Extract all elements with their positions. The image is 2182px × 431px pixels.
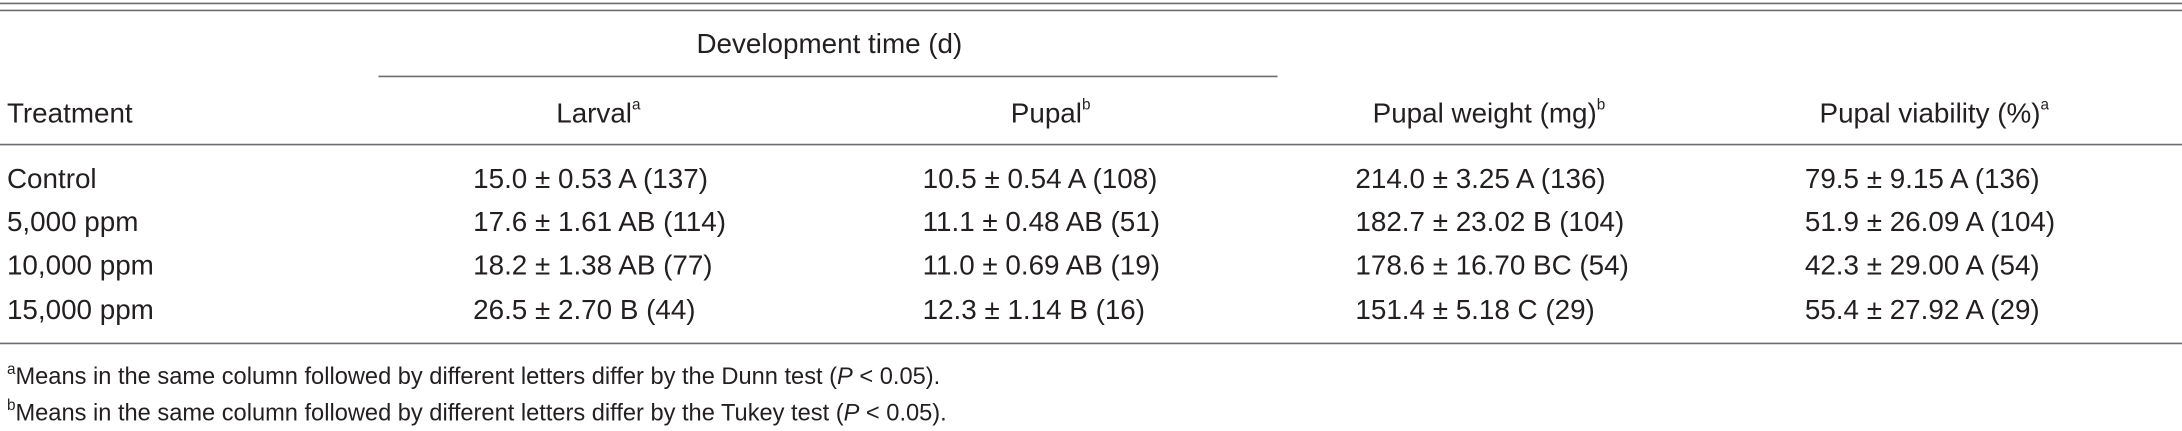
table-cell: 214.0 ± 3.25 A (136) — [1355, 163, 1605, 194]
footnote-mark: b — [7, 397, 16, 414]
table-cell: 182.7 ± 23.02 B (104) — [1355, 206, 1624, 237]
column-header: Treatment — [7, 98, 133, 129]
header-superscript: a — [632, 97, 641, 114]
table-cell: 12.3 ± 1.14 B (16) — [923, 294, 1145, 325]
column-header: Larvala — [556, 97, 641, 129]
table-cell: 17.6 ± 1.61 AB (114) — [473, 206, 726, 237]
table-cell: 26.5 ± 2.70 B (44) — [473, 294, 695, 325]
column-header: Pupal viability (%)a — [1820, 97, 2050, 129]
row-label: 10,000 ppm — [7, 249, 154, 280]
footnote-text: Means in the same column followed by dif… — [15, 364, 837, 390]
table-cell: 55.4 ± 27.92 A (29) — [1805, 294, 2040, 325]
footnote-end: < 0.05). — [859, 401, 946, 427]
footnote: aMeans in the same column followed by di… — [7, 361, 940, 391]
header-text: Pupal — [1011, 98, 1082, 129]
footnote-end: < 0.05). — [853, 364, 940, 390]
footnote-italic: P — [837, 364, 853, 390]
footnote-italic: P — [844, 401, 860, 427]
column-header: Pupal weight (mg)b — [1373, 97, 1606, 129]
footnote-text: Means in the same column followed by dif… — [15, 401, 843, 427]
row-label: Control — [7, 163, 97, 194]
table-cell: 178.6 ± 16.70 BC (54) — [1355, 249, 1628, 280]
table-cell: 18.2 ± 1.38 AB (77) — [473, 249, 712, 280]
table-cell: 11.0 ± 0.69 AB (19) — [923, 249, 1160, 280]
header-superscript: b — [1082, 97, 1091, 114]
row-label: 5,000 ppm — [7, 206, 138, 237]
footnote-mark: a — [7, 361, 16, 378]
table-cell: 11.1 ± 0.48 AB (51) — [923, 206, 1160, 237]
table-cell: 79.5 ± 9.15 A (136) — [1805, 163, 2040, 194]
header-superscript: b — [1597, 97, 1606, 114]
table-cell: 151.4 ± 5.18 C (29) — [1355, 294, 1594, 325]
table-cell: 10.5 ± 0.54 A (108) — [923, 163, 1158, 194]
header-text: Treatment — [7, 98, 133, 129]
header-text: Pupal weight (mg) — [1373, 98, 1597, 129]
table-cell: 51.9 ± 26.09 A (104) — [1805, 206, 2055, 237]
footnote: bMeans in the same column followed by di… — [7, 397, 947, 427]
table-cell: 42.3 ± 29.00 A (54) — [1805, 249, 2040, 280]
table-cell: 15.0 ± 0.53 A (137) — [473, 163, 708, 194]
header-text: Pupal viability (%) — [1820, 98, 2041, 129]
header-superscript: a — [2041, 97, 2050, 114]
group-header: Development time (d) — [696, 28, 962, 59]
header-text: Larval — [556, 98, 632, 129]
row-label: 15,000 ppm — [7, 294, 154, 325]
column-header: Pupalb — [1011, 97, 1091, 129]
